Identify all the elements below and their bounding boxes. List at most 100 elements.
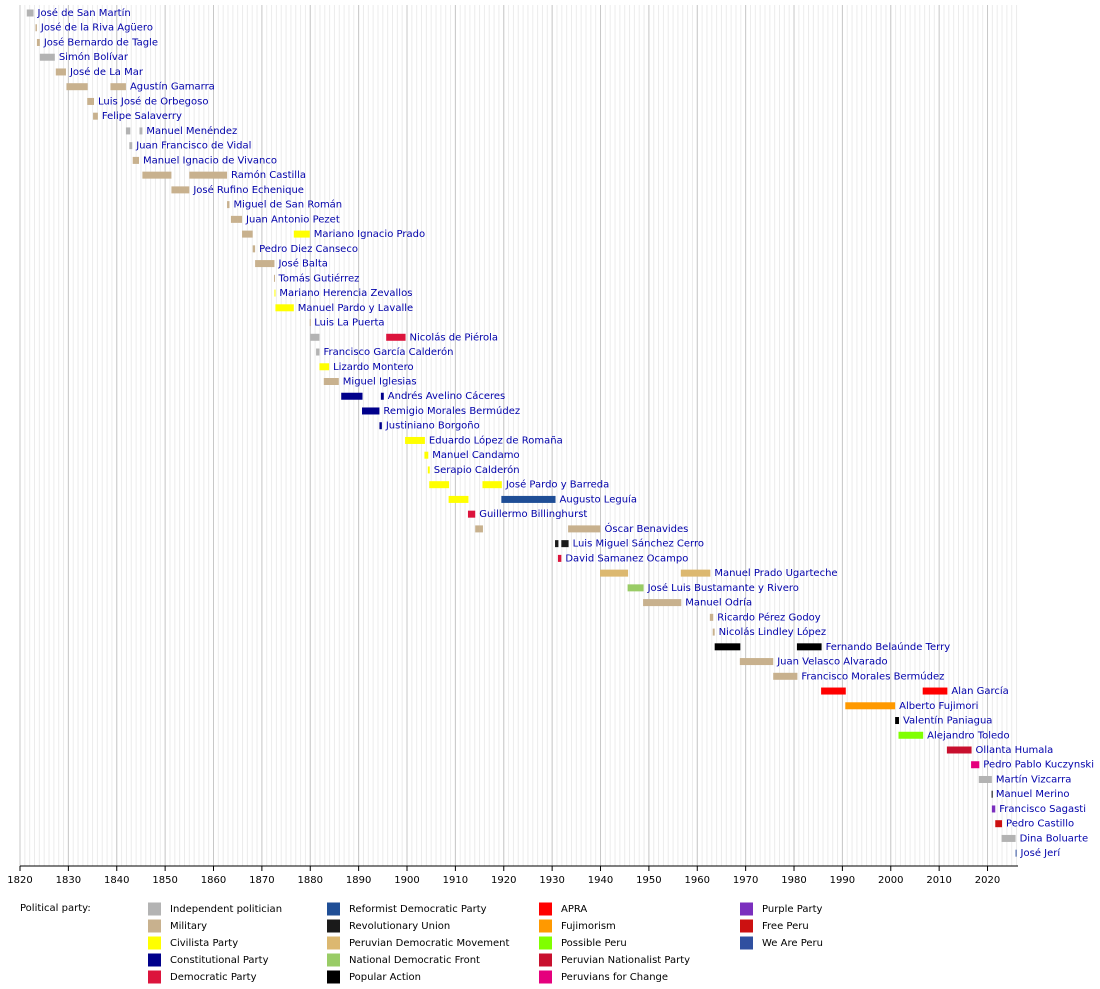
president-name: Ricardo Pérez Godoy [717, 611, 821, 623]
president-name: Francisco Morales Bermúdez [801, 670, 944, 682]
term-bar [39, 53, 55, 61]
president-name: Juan Velasco Alvarado [776, 657, 887, 668]
president-name: Luis La Puerta [314, 318, 384, 329]
term-bar [561, 540, 569, 548]
term-bar [142, 171, 172, 179]
president-name: Fernando Belaúnde Terry [826, 641, 951, 653]
president-name: José de la Riva Agüero [40, 22, 153, 34]
term-bar [379, 422, 382, 430]
x-tick-label: 1850 [152, 875, 177, 886]
president-name: Manuel Prado Ugarteche [714, 568, 837, 579]
x-tick-label: 1910 [443, 875, 468, 886]
x-tick-label: 1960 [685, 875, 710, 886]
president-name: Alan García [951, 685, 1008, 697]
president-name: Manuel Ignacio de Vivanco [143, 155, 277, 166]
president-name: Simón Bolívar [59, 51, 129, 63]
x-tick-label: 1990 [830, 875, 855, 886]
term-bar [189, 171, 228, 179]
term-bar [557, 554, 562, 562]
term-bar [55, 68, 66, 76]
x-tick-label: 1930 [539, 875, 564, 886]
x-tick-label: 1860 [201, 875, 226, 886]
legend-swatch [148, 970, 161, 984]
x-tick-label: 2010 [926, 875, 951, 886]
legend-label: Possible Peru [561, 938, 627, 949]
legend-label: Civilista Party [170, 938, 238, 949]
legend-swatch [327, 919, 340, 933]
president-name: Manuel Pardo y Lavalle [298, 303, 413, 314]
legend-label: Military [170, 921, 207, 932]
legend-swatch [148, 902, 161, 916]
term-bar [316, 348, 320, 356]
term-bar [773, 672, 798, 680]
legend-swatch [539, 970, 552, 984]
term-bar [35, 24, 37, 32]
term-bar [709, 613, 714, 621]
legend-label: Peruvian Democratic Movement [349, 938, 509, 949]
legend-title: Political party: [20, 903, 91, 914]
legend-label: Popular Action [349, 972, 421, 983]
term-bar [93, 112, 98, 120]
term-bar [627, 584, 644, 592]
president-name: Francisco García Calderón [323, 346, 453, 358]
president-name: Manuel Odría [685, 597, 752, 609]
term-bar [995, 820, 1003, 828]
term-bar [362, 407, 380, 415]
president-name: Eduardo López de Romaña [429, 434, 563, 446]
president-name: Ollanta Humala [976, 745, 1054, 756]
legend-swatch [539, 919, 552, 933]
legend-swatch [148, 919, 161, 933]
president-name: Miguel Iglesias [343, 377, 417, 388]
x-tick-label: 1890 [346, 875, 371, 886]
term-bar [252, 245, 256, 253]
president-name: Andrés Avelino Cáceres [388, 390, 506, 402]
president-name: Lizardo Montero [333, 362, 413, 373]
term-bar [714, 643, 741, 651]
term-bar [255, 260, 275, 268]
president-name: Serapio Calderón [434, 464, 520, 476]
term-bar [482, 481, 502, 489]
president-name: Alejandro Toledo [927, 730, 1009, 741]
term-bar [274, 289, 276, 297]
term-bar [36, 38, 40, 46]
legend-swatch [148, 936, 161, 950]
term-bar [132, 156, 140, 164]
term-bar [341, 392, 363, 400]
x-tick-label: 1970 [733, 875, 758, 886]
x-tick-label: 2020 [975, 875, 1000, 886]
president-name: Manuel Merino [996, 789, 1070, 800]
president-name: Óscar Benavides [605, 522, 689, 535]
legend-label: Fujimorism [561, 921, 616, 932]
president-name: David Samanez Ocampo [565, 553, 688, 564]
president-name: Juan Antonio Pezet [245, 214, 340, 225]
president-name: Pedro Pablo Kuczynski [983, 760, 1094, 771]
term-bar [991, 805, 996, 813]
x-tick-label: 1880 [298, 875, 323, 886]
president-name: Valentín Paniagua [903, 715, 992, 727]
legend-label: Independent politician [170, 904, 282, 915]
legend-label: Peruvians for Change [561, 972, 668, 983]
legend-swatch [327, 902, 340, 916]
term-bar [429, 481, 450, 489]
president-name: Remigio Morales Bermúdez [383, 405, 520, 417]
president-name: Tomás Gutiérrez [277, 272, 359, 284]
president-name: Guillermo Billinghurst [479, 509, 587, 520]
term-bar [227, 201, 230, 209]
term-bar [319, 363, 330, 371]
term-bar [424, 451, 429, 459]
legend-swatch [327, 953, 340, 967]
term-bar [66, 83, 88, 91]
x-tick-label: 1840 [104, 875, 129, 886]
president-name: Justiniano Borgoño [385, 421, 480, 432]
president-name: Miguel de San Román [233, 199, 342, 211]
president-name: Felipe Salaverry [102, 111, 182, 122]
term-bar [895, 717, 899, 725]
term-bar [110, 83, 126, 91]
legend-label: Constitutional Party [170, 955, 269, 966]
term-bar [971, 761, 980, 769]
x-tick-label: 1830 [56, 875, 81, 886]
term-bar [139, 127, 143, 135]
term-bar [922, 687, 948, 695]
president-name: José Balta [277, 258, 327, 270]
